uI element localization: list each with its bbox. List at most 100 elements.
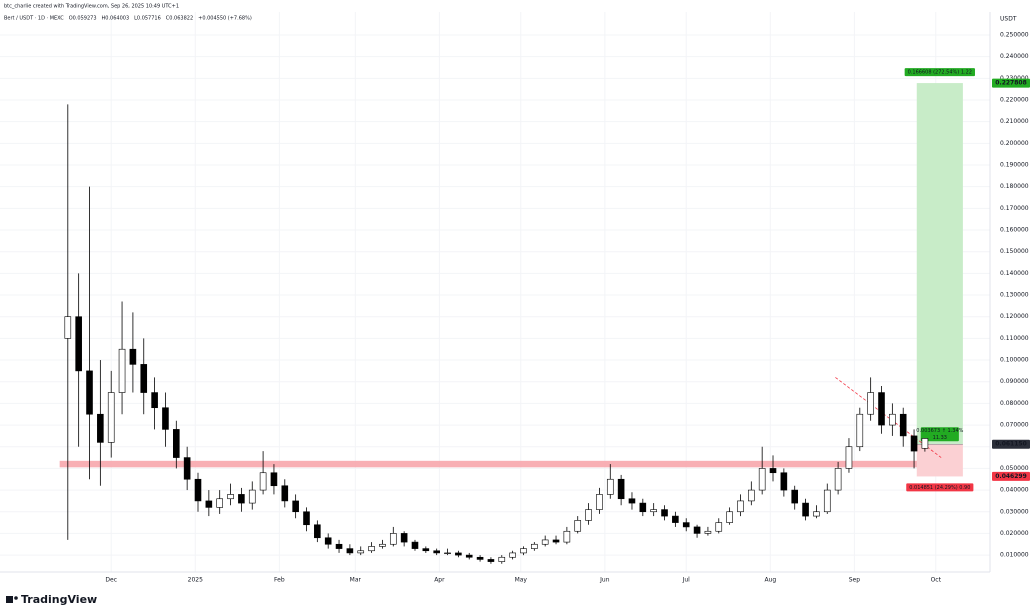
x-tick-label: Aug [764,577,776,584]
candle-body [606,478,614,495]
candle-body [335,543,343,549]
y-axis-unit: USDT [1000,16,1017,23]
target-label-text: 0.166608 (272.54%) 1.22 [908,70,972,76]
candle-body [151,392,158,409]
x-tick-label: Mar [350,577,362,584]
y-tick-label: 0.240000 [1000,53,1029,60]
candle-body [899,413,907,437]
candle-body [704,530,712,534]
y-tick-label: 0.250000 [1000,31,1029,38]
candle-body [531,543,538,549]
candle-body [769,468,777,474]
candle-body [693,526,701,534]
author-line: btc_charlie created with TradingView.com… [4,4,179,10]
candle-body [672,515,679,523]
candle-body [194,478,202,502]
entry-label-text: 11.33 [933,435,947,441]
legend-item: C0.063822 [166,16,193,22]
y-tick-label: 0.100000 [1000,357,1029,364]
candle-body [248,489,256,504]
support-zone [59,460,958,468]
candle-body [314,524,321,539]
candle-body [324,537,332,545]
candle-body [715,522,723,532]
x-tick-label: Jun [599,577,610,584]
candle-body [498,556,506,562]
candle-body [585,509,592,521]
entry-label-box [920,427,959,442]
candle-body [227,494,234,500]
candle-body [650,509,657,513]
price-tag [992,471,1030,481]
y-tick-label: 0.120000 [1000,313,1029,320]
legend-item: +0.004550 (+7.68%) [198,16,252,22]
candle-body [476,556,484,560]
stop-label-text: 0.014851 (24.29%) 0.90 [909,485,970,491]
x-tick-label: Jul [682,577,691,584]
y-tick-label: 0.170000 [1000,205,1029,212]
stop-label: 0.014851 (24.29%) 0.90 [906,483,974,492]
y-tick-label: 0.130000 [1000,292,1029,299]
candle-body [465,554,473,558]
candle-body [487,559,495,562]
logo-mark [14,596,18,600]
candle-body [520,548,527,554]
x-tick-label: Apr [434,577,445,584]
y-tick-label: 0.020000 [1000,530,1029,537]
price-tag [992,78,1030,88]
candle-body [509,552,516,558]
candle-body [889,413,896,426]
candle-body [444,552,451,555]
y-tick-label: 0.010000 [1000,552,1029,559]
candle-body [379,543,386,547]
candle-body [737,500,744,513]
candle-body [802,502,809,517]
x-tick-label: May [515,577,528,584]
stop-label-box [906,483,974,492]
candle-body [292,500,299,513]
candle-body [64,316,72,339]
price-tag-text: 0.046299 [995,473,1027,480]
candle-body [368,546,375,552]
candle-body [541,539,549,545]
price-tag-text: 0.227808 [995,80,1027,87]
y-tick-label: 0.090000 [1000,378,1029,385]
entry-label-text: 0.003673 ↑ 1.34% [916,428,963,434]
y-tick-label: 0.180000 [1000,183,1029,190]
candle-body [867,392,874,415]
candle-body [834,468,842,491]
y-tick-label: 0.110000 [1000,335,1029,342]
candle-body [596,494,603,510]
candle-body [617,478,625,500]
candle-body [140,364,148,393]
x-tick-label: Oct [931,577,942,584]
y-tick-label: 0.140000 [1000,270,1029,277]
candle-body [205,500,213,508]
y-tick-label: 0.080000 [1000,400,1029,407]
candle-body [661,509,668,517]
y-tick-label: 0.230000 [1000,75,1029,82]
y-tick-label: 0.220000 [1000,96,1029,103]
candle-body [682,522,690,528]
legend-item: Bert / USDT · 1D · MEXC [4,16,64,22]
candle-body [357,550,365,554]
candle-body [216,498,223,508]
candle-body [823,489,831,513]
legend-item: L0.057716 [134,16,161,22]
candle-body [86,370,93,415]
y-tick-label: 0.070000 [1000,422,1029,429]
candle-body [726,511,733,523]
legend-item: O0.059273 [69,16,97,22]
candle-body [411,541,419,549]
y-tick-label: 0.150000 [1000,248,1029,255]
candle-body [118,348,126,393]
entry-label: 0.003673 ↑ 1.34%11.33 [916,427,964,442]
candle-body [281,485,289,502]
candle-body [400,533,408,543]
candle-body [259,472,267,491]
y-tick-label: 0.030000 [1000,508,1029,515]
candle-body [162,407,169,430]
candle-body [183,457,191,480]
